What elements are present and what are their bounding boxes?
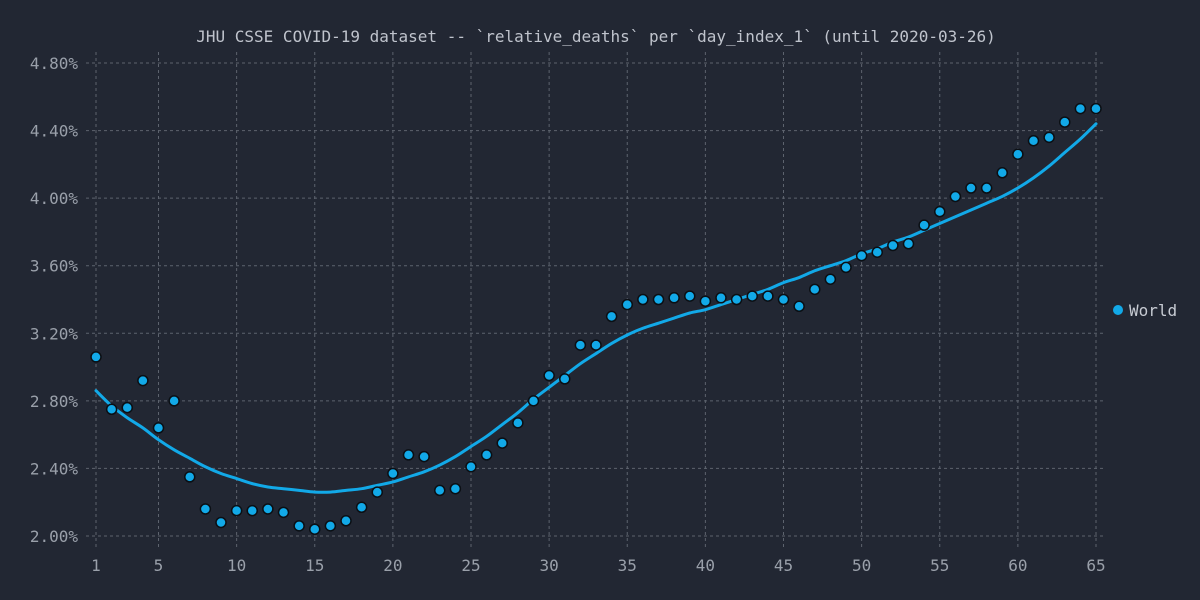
data-point	[1090, 102, 1102, 115]
data-point	[824, 273, 837, 285]
data-point	[1059, 116, 1071, 128]
data-point	[387, 467, 399, 480]
data-point	[465, 460, 477, 473]
x-tick-label: 5	[154, 556, 164, 575]
data-point	[449, 482, 462, 495]
data-point	[1012, 148, 1024, 160]
x-tick-label: 50	[852, 556, 871, 575]
data-point	[355, 501, 368, 514]
data-point	[949, 190, 962, 203]
data-point	[590, 339, 602, 351]
data-point	[902, 238, 915, 250]
data-point	[934, 205, 946, 218]
data-point	[1027, 134, 1040, 147]
data-point	[637, 293, 649, 306]
data-point	[199, 503, 212, 515]
data-point	[746, 290, 758, 302]
x-axis-tick-labels: 1 5 10 15 20 25 30 35 40 45 50 55 60 65	[91, 556, 1105, 575]
data-point	[730, 293, 743, 306]
data-point	[277, 506, 290, 519]
legend[interactable]: World	[1113, 301, 1177, 320]
data-point	[762, 290, 774, 302]
data-point	[840, 261, 852, 274]
data-point	[137, 374, 149, 387]
data-point	[887, 239, 899, 252]
data-point	[105, 403, 118, 416]
data-point	[699, 295, 712, 307]
data-point	[512, 417, 524, 429]
data-point	[215, 516, 227, 529]
data-point	[605, 310, 618, 323]
trend-line-layer	[94, 122, 1098, 494]
data-point	[918, 219, 930, 231]
x-tick-label: 10	[227, 556, 246, 575]
data-point	[402, 449, 415, 461]
data-point	[230, 504, 243, 517]
y-tick-label: 4.40%	[30, 122, 79, 141]
data-point	[621, 298, 633, 311]
x-tick-label: 1	[91, 556, 101, 575]
y-axis-tick-labels: 2.00% 2.40% 2.80% 3.20% 3.60% 4.00% 4.40% 4.80%	[30, 54, 79, 546]
legend-label-world: World	[1129, 301, 1177, 320]
grid	[86, 52, 1106, 548]
data-point	[90, 351, 102, 363]
data-point	[855, 249, 868, 262]
data-point	[965, 182, 977, 194]
data-point	[559, 373, 571, 385]
data-point	[496, 437, 508, 449]
x-tick-label: 65	[1086, 556, 1105, 575]
chart-title: JHU CSSE COVID-19 dataset -- `relative_d…	[196, 27, 996, 46]
data-point	[871, 246, 883, 258]
data-point	[1043, 131, 1055, 144]
data-point	[371, 486, 383, 498]
y-tick-label: 4.80%	[30, 54, 79, 73]
data-point	[1074, 102, 1087, 115]
scatter-points	[90, 102, 1102, 535]
y-tick-label: 2.40%	[30, 459, 79, 478]
data-point	[184, 471, 196, 483]
data-point	[480, 449, 493, 461]
data-point	[246, 504, 258, 517]
data-point	[309, 523, 321, 535]
data-point	[168, 395, 180, 407]
x-tick-label: 40	[696, 556, 715, 575]
data-point	[121, 401, 133, 414]
data-point	[324, 520, 337, 532]
data-point	[777, 293, 790, 306]
x-tick-label: 35	[618, 556, 637, 575]
y-tick-label: 2.80%	[30, 392, 79, 411]
data-point	[434, 484, 446, 497]
data-point	[418, 450, 430, 463]
data-point	[543, 369, 555, 382]
x-tick-label: 45	[774, 556, 793, 575]
y-tick-label: 2.00%	[30, 527, 79, 546]
data-point	[574, 339, 587, 351]
data-point	[684, 290, 696, 302]
data-point	[340, 515, 352, 527]
trend-line-world	[94, 122, 1098, 494]
data-point	[293, 520, 305, 532]
y-tick-label: 4.00%	[30, 189, 79, 208]
data-point	[715, 292, 727, 304]
data-point	[152, 422, 165, 434]
data-point	[980, 182, 993, 194]
x-tick-label: 30	[539, 556, 558, 575]
x-tick-label: 55	[930, 556, 949, 575]
y-tick-label: 3.20%	[30, 324, 79, 343]
y-tick-label: 3.60%	[30, 257, 79, 276]
legend-marker-world	[1113, 305, 1123, 315]
data-point	[652, 293, 665, 306]
data-point	[996, 167, 1008, 179]
data-point	[527, 395, 540, 407]
x-tick-label: 15	[305, 556, 324, 575]
x-tick-label: 25	[461, 556, 480, 575]
data-point	[668, 292, 680, 304]
x-tick-label: 60	[1008, 556, 1027, 575]
data-point	[809, 283, 821, 296]
data-point	[793, 300, 805, 313]
data-point	[262, 503, 274, 515]
x-tick-label: 20	[383, 556, 402, 575]
